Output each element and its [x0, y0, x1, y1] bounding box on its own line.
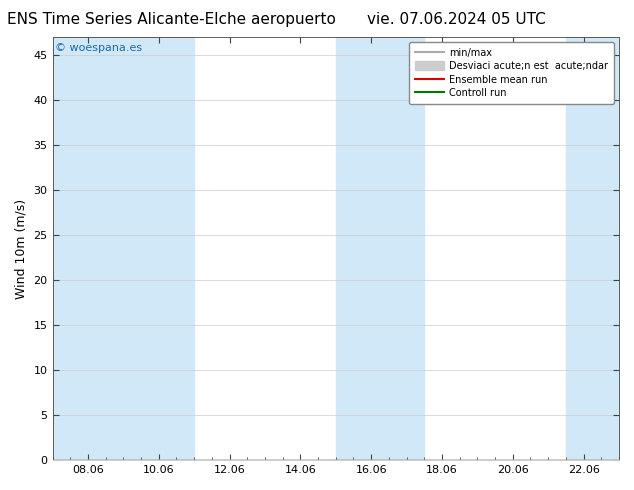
Text: ENS Time Series Alicante-Elche aeropuerto: ENS Time Series Alicante-Elche aeropuert…	[7, 12, 335, 27]
Legend: min/max, Desviaci acute;n est  acute;ndar, Ensemble mean run, Controll run: min/max, Desviaci acute;n est acute;ndar…	[410, 42, 614, 104]
Bar	[124, 37, 194, 460]
Text: © woespana.es: © woespana.es	[55, 44, 143, 53]
Text: vie. 07.06.2024 05 UTC: vie. 07.06.2024 05 UTC	[367, 12, 546, 27]
Bar	[53, 37, 124, 460]
Y-axis label: Wind 10m (m/s): Wind 10m (m/s)	[15, 198, 28, 299]
Bar	[336, 37, 424, 460]
Bar	[566, 37, 619, 460]
